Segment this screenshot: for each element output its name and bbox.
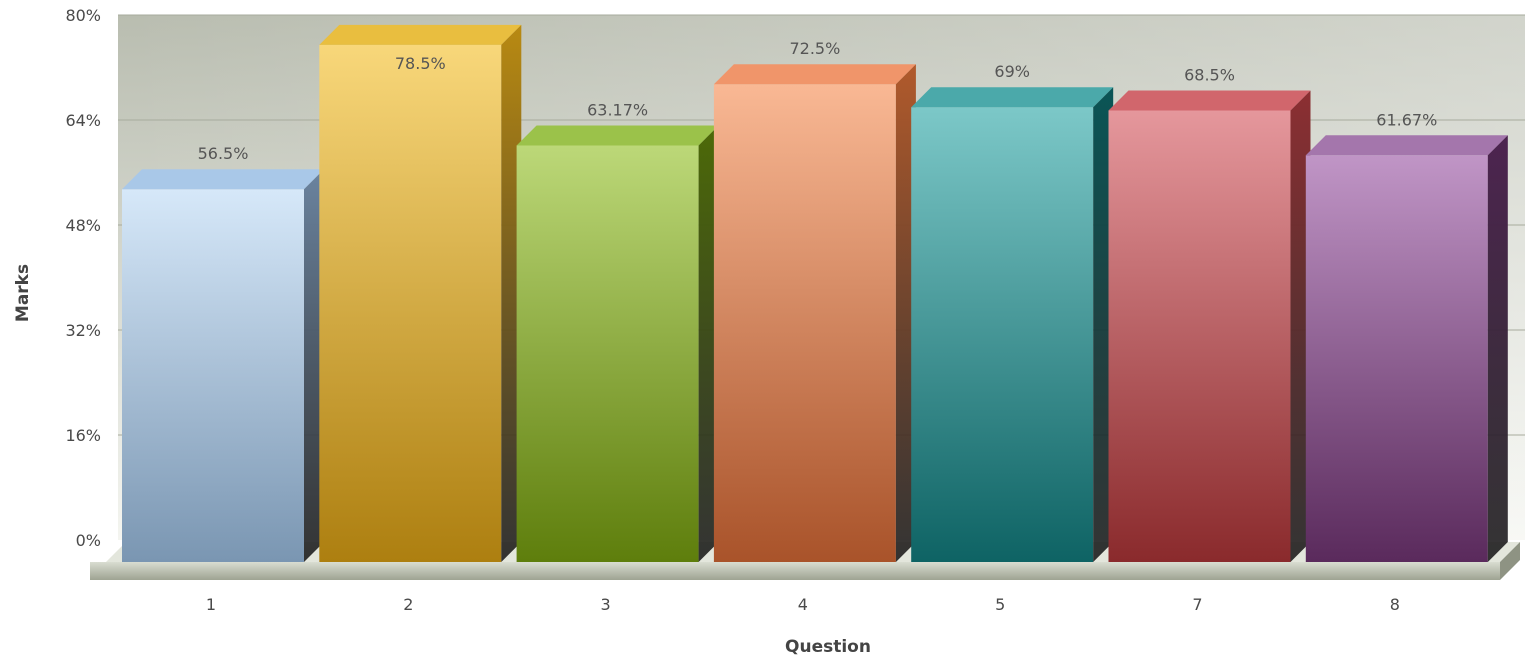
bar-4 xyxy=(713,64,916,562)
x-tick-label: 8 xyxy=(1390,595,1400,614)
bar-front xyxy=(319,44,502,562)
x-tick-label: 2 xyxy=(403,595,413,614)
bar-top xyxy=(713,64,916,85)
value-labels-group: 56.5% 78.5% 63.17% 72.5% 69% 68.5% 61.67% xyxy=(198,39,1438,163)
bar-front xyxy=(122,189,304,562)
x-axis-ticks: 1 2 3 4 5 7 8 xyxy=(206,595,1400,614)
value-label: 56.5% xyxy=(198,144,249,163)
bar-top xyxy=(122,169,324,190)
bar-8 xyxy=(1305,135,1508,562)
bar-top xyxy=(911,87,1114,108)
y-axis-title: Marks xyxy=(13,264,33,322)
bar-front xyxy=(1108,110,1291,562)
value-label: 63.17% xyxy=(587,100,648,119)
bar-front xyxy=(713,84,896,562)
y-tick-label: 80% xyxy=(65,6,101,25)
bar-side xyxy=(501,24,522,562)
x-tick-label: 5 xyxy=(995,595,1005,614)
y-tick-label: 48% xyxy=(65,216,101,235)
y-axis-ticks: 0% 16% 32% 48% 64% 80% xyxy=(65,6,101,550)
bar-top xyxy=(516,125,719,146)
value-label: 78.5% xyxy=(395,54,446,73)
bar-side xyxy=(304,169,324,562)
floor-side xyxy=(1500,542,1520,580)
y-tick-label: 16% xyxy=(65,426,101,445)
bar-side xyxy=(895,64,916,562)
bar-side xyxy=(1093,87,1114,562)
bar-top xyxy=(1108,90,1311,111)
value-label: 61.67% xyxy=(1376,110,1437,129)
x-tick-label: 4 xyxy=(798,595,808,614)
x-axis-title: Question xyxy=(785,637,871,657)
y-tick-label: 64% xyxy=(65,111,101,130)
bar-1 xyxy=(122,169,324,562)
bar-front xyxy=(911,107,1094,562)
y-tick-label: 32% xyxy=(65,321,101,340)
bar-2 xyxy=(319,24,522,562)
x-tick-label: 7 xyxy=(1192,595,1202,614)
bar-top xyxy=(319,24,522,45)
value-label: 68.5% xyxy=(1184,65,1235,84)
floor-front xyxy=(90,562,1500,580)
value-label: 72.5% xyxy=(789,39,840,58)
bar-front xyxy=(516,145,699,562)
bar-5 xyxy=(911,87,1114,562)
value-label: 69% xyxy=(994,62,1030,81)
x-tick-label: 1 xyxy=(206,595,216,614)
y-tick-label: 0% xyxy=(76,531,101,550)
x-tick-label: 3 xyxy=(601,595,611,614)
bar-top xyxy=(1305,135,1508,156)
bar-3 xyxy=(516,125,719,563)
bars-group xyxy=(122,24,1508,563)
bar-front xyxy=(1305,155,1488,562)
bar-7 xyxy=(1108,90,1311,562)
bar-side xyxy=(1290,90,1311,562)
bar-side xyxy=(698,125,719,563)
bar-side xyxy=(1487,135,1508,562)
